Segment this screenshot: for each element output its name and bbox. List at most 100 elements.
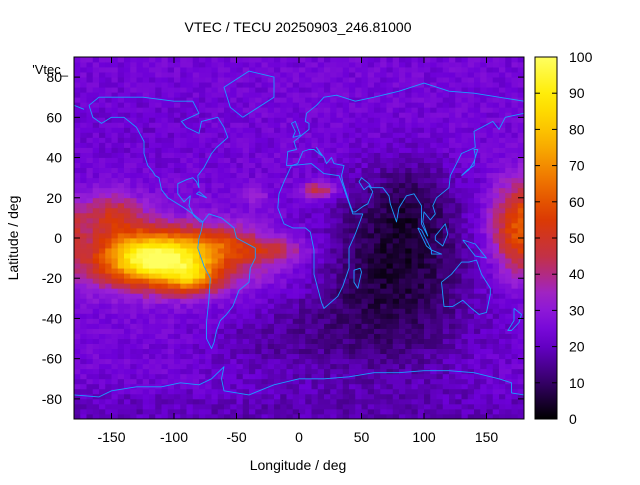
heatmap-cell xyxy=(124,87,131,93)
heatmap-cell xyxy=(167,318,175,324)
heatmap-cell xyxy=(117,348,125,355)
heatmap-cell xyxy=(374,157,381,163)
heatmap-cell xyxy=(305,348,312,355)
heatmap-cell xyxy=(405,303,412,309)
heatmap-cell xyxy=(317,82,325,88)
heatmap-cell xyxy=(205,202,212,209)
heatmap-cell xyxy=(99,157,106,163)
heatmap-cell xyxy=(342,152,350,158)
heatmap-cell xyxy=(80,97,87,103)
heatmap-cell xyxy=(411,57,419,63)
heatmap-cell xyxy=(461,127,469,133)
heatmap-cell xyxy=(486,217,494,224)
heatmap-cell xyxy=(467,172,475,179)
heatmap-cell xyxy=(236,142,244,148)
heatmap-cell xyxy=(492,67,500,73)
heatmap-cell xyxy=(136,303,144,309)
heatmap-cell xyxy=(486,112,494,118)
heatmap-cell xyxy=(292,197,300,204)
heatmap-cell xyxy=(224,107,231,113)
heatmap-cell xyxy=(192,127,200,133)
heatmap-cell xyxy=(124,137,131,143)
heatmap-cell xyxy=(436,162,444,169)
heatmap-cell xyxy=(424,378,431,385)
heatmap-cell xyxy=(161,232,169,239)
heatmap-cell xyxy=(342,227,350,234)
heatmap-cell xyxy=(492,97,500,103)
heatmap-cell xyxy=(317,293,325,299)
heatmap-cell xyxy=(280,217,287,224)
heatmap-cell xyxy=(342,393,350,400)
heatmap-cell xyxy=(317,112,325,118)
heatmap-cell xyxy=(342,258,350,264)
heatmap-cell xyxy=(167,102,175,108)
heatmap-cell xyxy=(242,368,250,375)
heatmap-cell xyxy=(186,142,194,148)
heatmap-cell xyxy=(380,187,387,194)
heatmap-cell xyxy=(505,358,512,365)
heatmap-cell xyxy=(499,232,506,239)
heatmap-cell xyxy=(361,107,369,113)
heatmap-cell xyxy=(330,152,337,158)
heatmap-cell xyxy=(305,393,312,400)
heatmap-cell xyxy=(105,62,112,68)
heatmap-cell xyxy=(461,97,469,103)
heatmap-cell xyxy=(117,107,125,113)
heatmap-cell xyxy=(192,72,200,78)
heatmap-cell xyxy=(205,217,212,224)
heatmap-cell xyxy=(474,248,481,254)
heatmap-cell xyxy=(261,222,269,229)
heatmap-cell xyxy=(155,353,162,360)
heatmap-cell xyxy=(324,137,331,143)
heatmap-cell xyxy=(74,137,81,143)
heatmap-cell xyxy=(192,278,200,284)
heatmap-cell xyxy=(274,197,281,204)
heatmap-cell xyxy=(324,238,331,244)
heatmap-cell xyxy=(111,172,119,179)
heatmap-cell xyxy=(361,102,369,108)
heatmap-cell xyxy=(92,162,100,169)
heatmap-cell xyxy=(105,117,112,123)
heatmap-cell xyxy=(455,258,462,264)
heatmap-cell xyxy=(249,62,256,68)
heatmap-cell xyxy=(399,117,406,123)
heatmap-cell xyxy=(217,217,225,224)
heatmap-cell xyxy=(186,167,194,174)
heatmap-cell xyxy=(399,278,406,284)
heatmap-cell xyxy=(317,408,325,415)
heatmap-cell xyxy=(99,348,106,355)
heatmap-cell xyxy=(286,132,294,138)
heatmap-cell xyxy=(342,373,350,380)
heatmap-cell xyxy=(80,117,87,123)
heatmap-cell xyxy=(161,338,169,344)
heatmap-cell xyxy=(142,253,150,259)
heatmap-cell xyxy=(411,157,419,163)
heatmap-cell xyxy=(117,333,125,339)
heatmap-cell xyxy=(74,157,81,163)
heatmap-cell xyxy=(130,243,137,249)
heatmap-cell xyxy=(280,288,287,294)
heatmap-cell xyxy=(486,338,494,344)
heatmap-cell xyxy=(80,207,87,214)
heatmap-cell xyxy=(230,87,237,93)
heatmap-cell xyxy=(217,388,225,395)
heatmap-cell xyxy=(336,258,344,264)
heatmap-cell xyxy=(492,258,500,264)
heatmap-cell xyxy=(249,333,256,339)
heatmap-cell xyxy=(186,258,194,264)
heatmap-cell xyxy=(242,288,250,294)
heatmap-cell xyxy=(80,232,87,239)
heatmap-cell xyxy=(199,358,206,365)
heatmap-cell xyxy=(317,373,325,380)
heatmap-cell xyxy=(211,87,219,93)
heatmap-cell xyxy=(236,243,244,249)
heatmap-cell xyxy=(192,147,200,153)
heatmap-cell xyxy=(405,67,412,73)
heatmap-cell xyxy=(192,313,200,319)
heatmap-cell xyxy=(130,368,137,375)
heatmap-cell xyxy=(411,323,419,329)
heatmap-cell xyxy=(149,318,156,324)
heatmap-cell xyxy=(286,207,294,214)
heatmap-cell xyxy=(280,318,287,324)
heatmap-cell xyxy=(492,157,500,163)
